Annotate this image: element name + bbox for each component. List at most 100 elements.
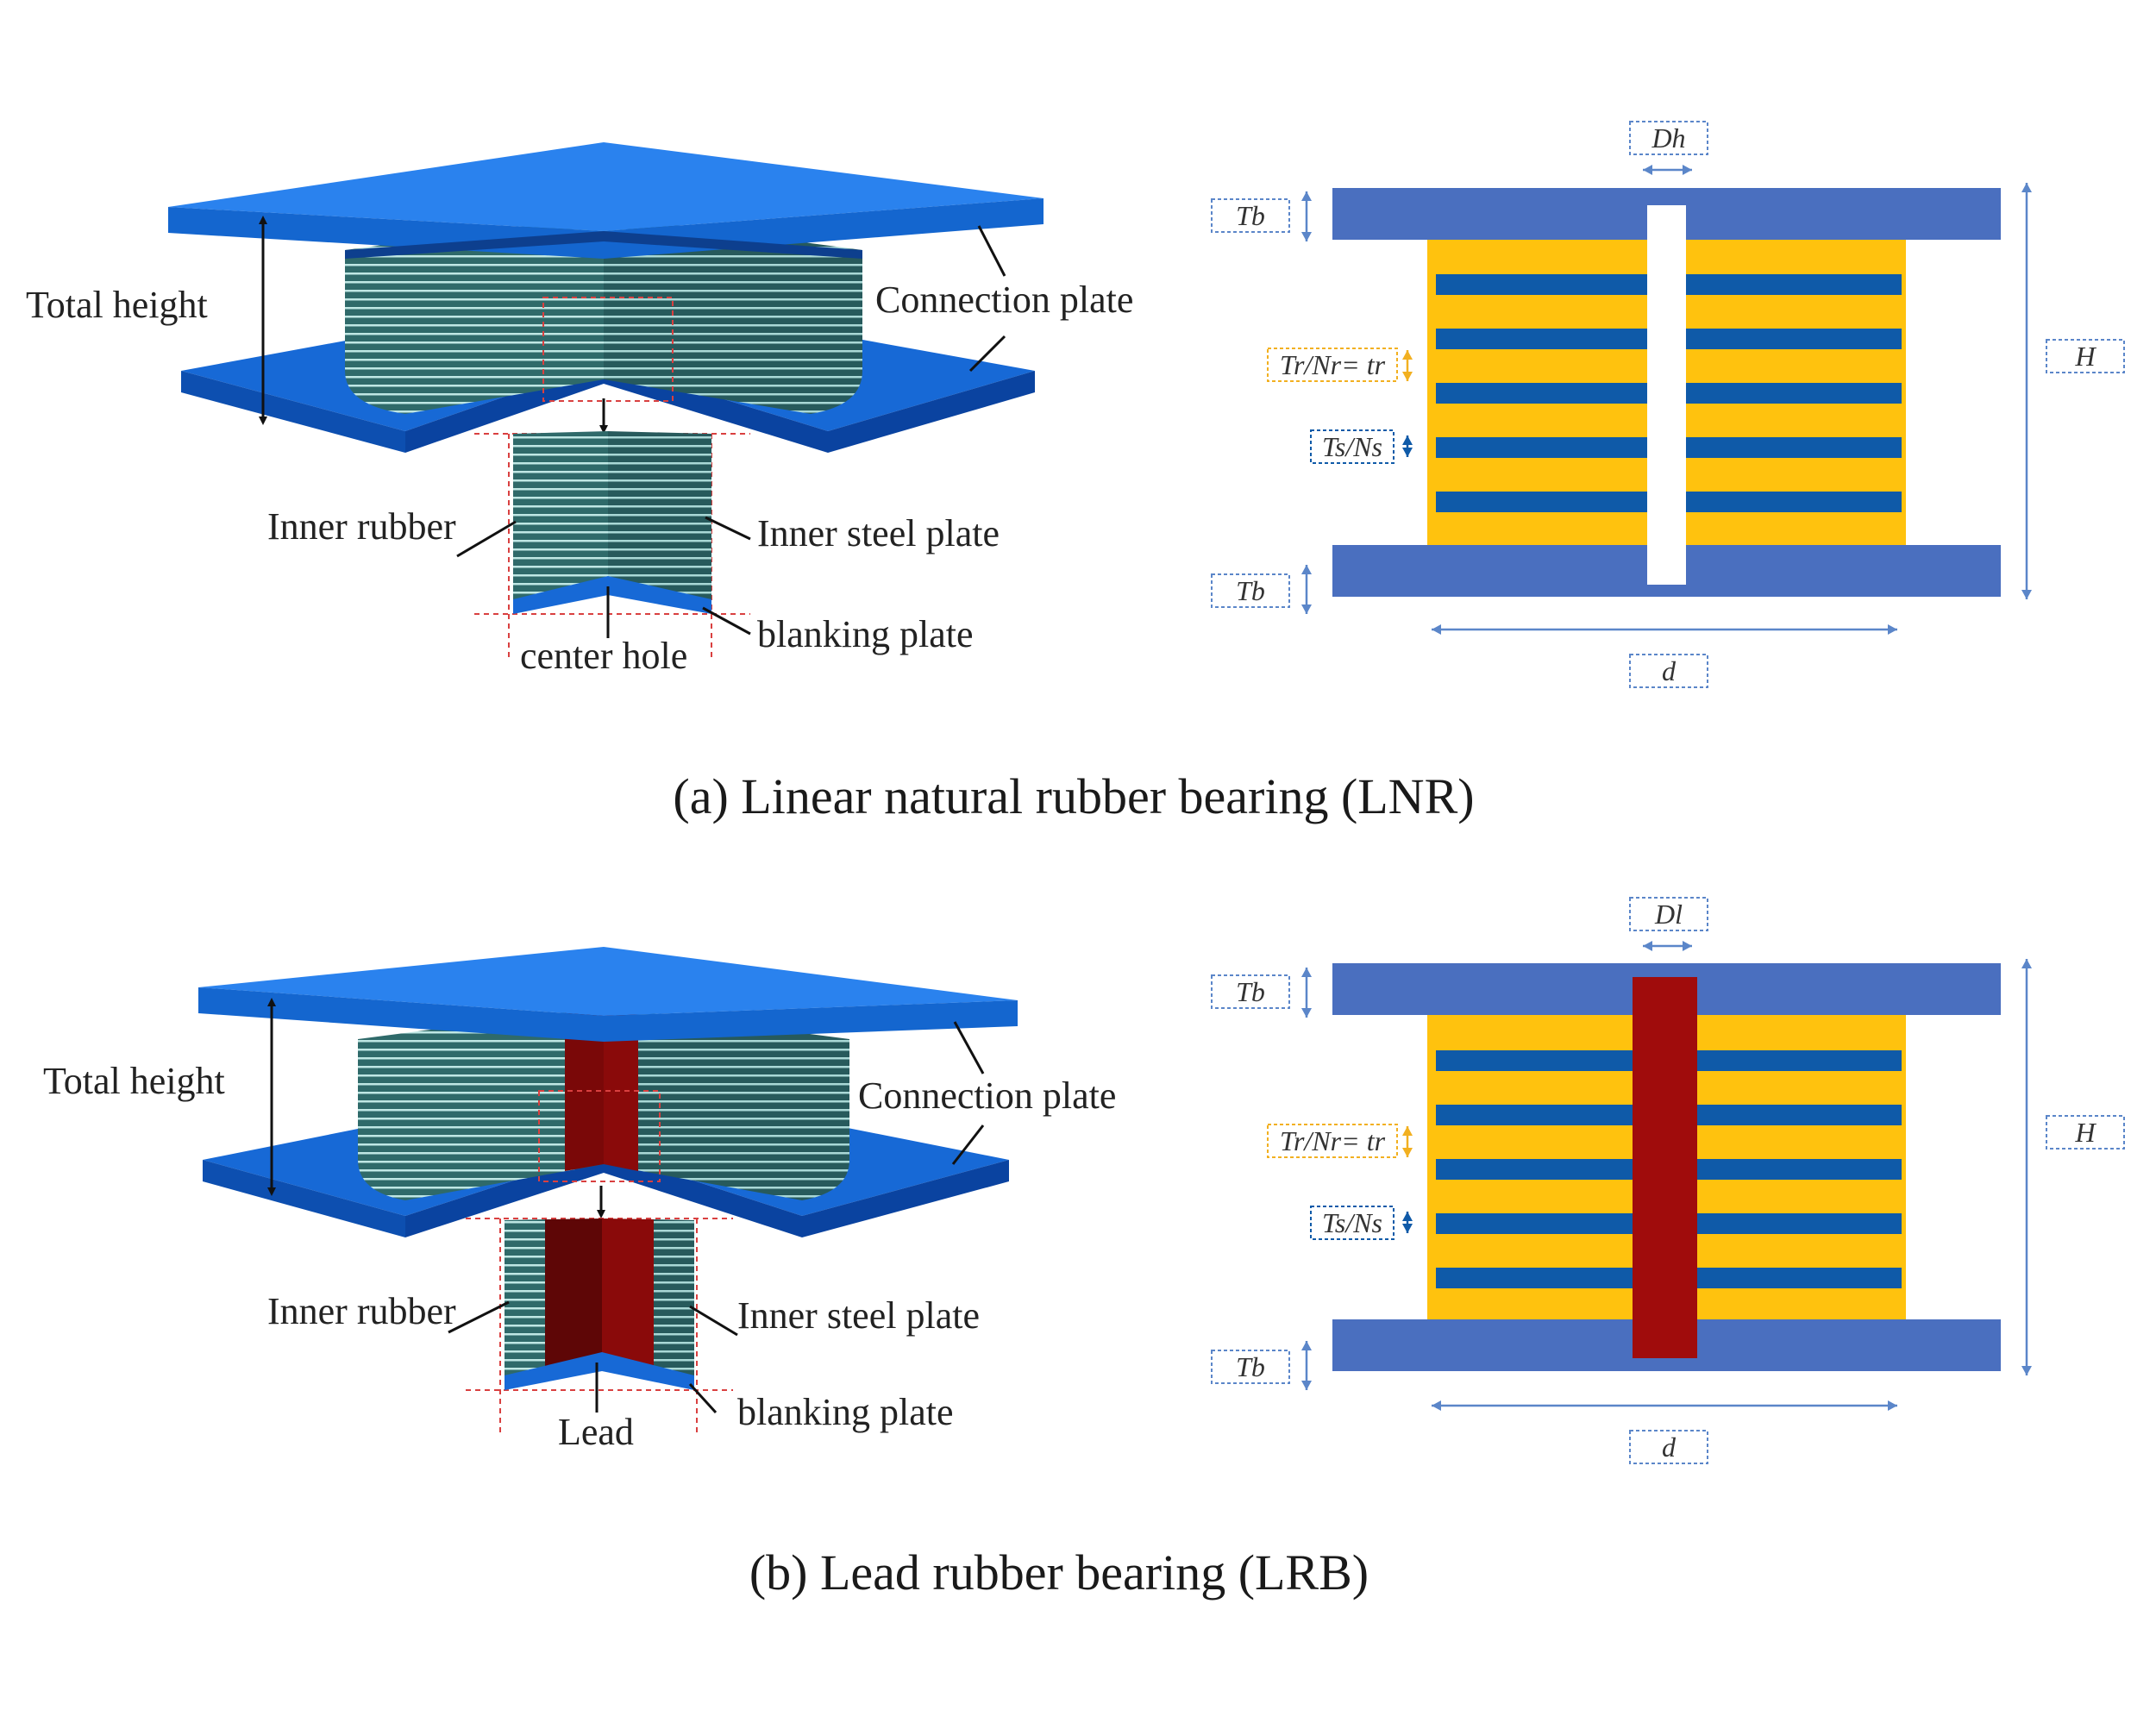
lnr-guide-box xyxy=(542,297,674,402)
lrb-dim-height-text: H xyxy=(2074,1117,2096,1148)
lrb-leader-steel xyxy=(689,1305,738,1337)
lrb-guide-box xyxy=(538,1090,661,1182)
lrb-dim-diameter-text: d xyxy=(1662,1431,1677,1463)
lnr-top-plate-top xyxy=(168,142,1044,231)
lnr-dim-top-plate-text: Tb xyxy=(1236,200,1265,231)
lrb-dim-steel-layer: Ts/Ns xyxy=(1310,1206,1395,1240)
lrb-label-inner-steel: Inner steel plate xyxy=(737,1294,980,1337)
lnr-dim-rubber-layer-arrow xyxy=(1402,350,1413,381)
lrb-dim-bottom-plate-text: Tb xyxy=(1236,1351,1265,1382)
lrb-leader-blank xyxy=(688,1382,718,1414)
lrb-dim-core-diameter-arrow xyxy=(1643,941,1692,951)
lrb-dim-diameter: d xyxy=(1629,1430,1708,1464)
lrb-cutaway-rubber-left xyxy=(505,1219,545,1384)
lnr-dim-bottom-plate-arrow xyxy=(1301,565,1312,614)
lnr-leader-steel xyxy=(705,516,751,541)
lrb-dim-top-plate-arrow xyxy=(1301,968,1312,1018)
lrb-dim-steel-layer-arrow xyxy=(1402,1212,1413,1233)
lnr-dim-bottom-plate-text: Tb xyxy=(1236,575,1265,606)
lnr-leader-conn-bot xyxy=(968,335,1006,373)
lnr-dim-core-diameter-text: Dh xyxy=(1651,122,1685,153)
lrb-leader-rubber xyxy=(448,1300,510,1334)
lnr-dim-diameter-text: d xyxy=(1662,655,1677,686)
lrb-label-lead: Lead xyxy=(558,1411,634,1453)
lrb-label-total-height: Total height xyxy=(43,1060,225,1102)
lnr-dim-rubber-layer: Tr/Nr= tr xyxy=(1267,348,1398,382)
lnr-cutaway-base xyxy=(513,576,711,614)
lrb-dim-rubber-layer: Tr/Nr= tr xyxy=(1267,1124,1398,1158)
lrb-cutaway-lead-left xyxy=(545,1218,602,1375)
lrb-dim-diameter-arrow xyxy=(1432,1400,1897,1411)
lrb-leader-conn-bot xyxy=(951,1124,985,1165)
lnr-rubber-stack-left xyxy=(345,216,604,414)
lnr-dim-height-text: H xyxy=(2074,341,2096,372)
lrb-top-plate-top xyxy=(198,947,1018,1016)
lnr-label-inner-steel: Inner steel plate xyxy=(757,512,1000,554)
lnr-label-inner-rubber: Inner rubber xyxy=(267,505,456,548)
lnr-top-plate-edge xyxy=(168,198,1044,259)
lnr-dim-steel-layer-text: Ts/Ns xyxy=(1322,431,1382,462)
lnr-dim-core-diameter: Dh xyxy=(1629,121,1708,155)
lrb-rubber-stack-right xyxy=(604,1007,849,1200)
lnr-dim-core-diameter-arrow xyxy=(1643,165,1692,175)
lrb-dim-core-diameter: Dl xyxy=(1629,897,1708,931)
lnr-label-blanking-plate: blanking plate xyxy=(757,613,974,655)
lnr-dim-rubber-layer-text: Tr/Nr= tr xyxy=(1280,349,1386,380)
lnr-label-total-height: Total height xyxy=(26,284,208,326)
lnr-top-plate-underside xyxy=(345,231,862,259)
lnr-dim-height-arrow xyxy=(2021,183,2032,599)
lrb-dim-top-plate-text: Tb xyxy=(1236,976,1265,1007)
lrb-3d-model xyxy=(198,947,1018,1436)
lrb-section xyxy=(1332,963,2001,1371)
lrb-cutaway-rubber-right xyxy=(654,1219,694,1384)
lrb-bottom-plate-edge-left xyxy=(203,1160,405,1237)
lnr-dim-steel-layer: Ts/Ns xyxy=(1310,429,1395,464)
lrb-dim-rubber-layer-arrow xyxy=(1402,1126,1413,1157)
lrb-dimensions: Dl Tb Tr/Nr= tr Ts/Ns Tb Hd xyxy=(1211,897,2125,1464)
lrb-dim-height-arrow xyxy=(2021,959,2032,1375)
lrb-dim-bottom-plate-arrow xyxy=(1301,1341,1312,1390)
lnr-leader-conn-top xyxy=(977,225,1006,277)
lnr-cutaway-right xyxy=(608,431,711,611)
lrb-dim-steel-layer-text: Ts/Ns xyxy=(1322,1207,1382,1238)
lnr-rubber-stack-right xyxy=(604,216,862,414)
lnr-3d-model xyxy=(168,142,1044,660)
lrb-lead-core-3d-left xyxy=(565,1007,604,1171)
panel-lnr: Total height Connection plate Inner rubb… xyxy=(26,121,2125,824)
lrb-lead-core-3d-right xyxy=(604,1007,638,1171)
lnr-section xyxy=(1332,188,2001,597)
lrb-dim-bottom-plate: Tb xyxy=(1211,1350,1290,1384)
lrb-leader-conn-top xyxy=(953,1021,985,1074)
lnr-center-hole xyxy=(1647,205,1686,585)
lrb-dim-top-plate: Tb xyxy=(1211,974,1290,1009)
lrb-dim-height: H xyxy=(2046,1115,2125,1150)
lrb-cutaway-lead-right xyxy=(602,1218,654,1375)
lrb-dim-core-diameter-text: Dl xyxy=(1654,899,1683,930)
lrb-label-inner-rubber: Inner rubber xyxy=(267,1290,456,1332)
lrb-lead-core xyxy=(1633,977,1697,1358)
lnr-dim-bottom-plate: Tb xyxy=(1211,573,1290,608)
lnr-leader-blank xyxy=(702,606,751,636)
lnr-dim-diameter-arrow xyxy=(1432,624,1897,635)
lrb-dim-rubber-layer-text: Tr/Nr= tr xyxy=(1280,1125,1386,1156)
lnr-dimensions: Dh Tb Tr/Nr= tr Ts/Ns Tb Hd xyxy=(1211,121,2125,688)
lnr-dim-height: H xyxy=(2046,339,2125,373)
lnr-label-center-hole: center hole xyxy=(520,635,687,677)
lnr-dim-top-plate-arrow xyxy=(1301,191,1312,241)
lnr-dim-top-plate: Tb xyxy=(1211,198,1290,233)
lnr-leader-rubber xyxy=(456,520,517,558)
lrb-caption: (b) Lead rubber bearing (LRB) xyxy=(749,1544,1369,1601)
panel-lrb: Total height Connection plate Inner rubb… xyxy=(43,897,2125,1601)
lnr-caption: (a) Linear natural rubber bearing (LNR) xyxy=(673,768,1474,824)
lnr-cutaway-left xyxy=(513,431,608,611)
lrb-top-plate-edge xyxy=(198,987,1018,1042)
lrb-label-blanking-plate: blanking plate xyxy=(737,1391,954,1433)
lrb-rubber-stack-left xyxy=(358,1007,604,1200)
lnr-dim-steel-layer-arrow xyxy=(1402,435,1413,457)
lrb-label-connection-plate: Connection plate xyxy=(858,1074,1116,1117)
lnr-dim-diameter: d xyxy=(1629,654,1708,688)
lnr-label-connection-plate: Connection plate xyxy=(875,279,1133,321)
lnr-bottom-plate-edge-left xyxy=(181,371,405,453)
